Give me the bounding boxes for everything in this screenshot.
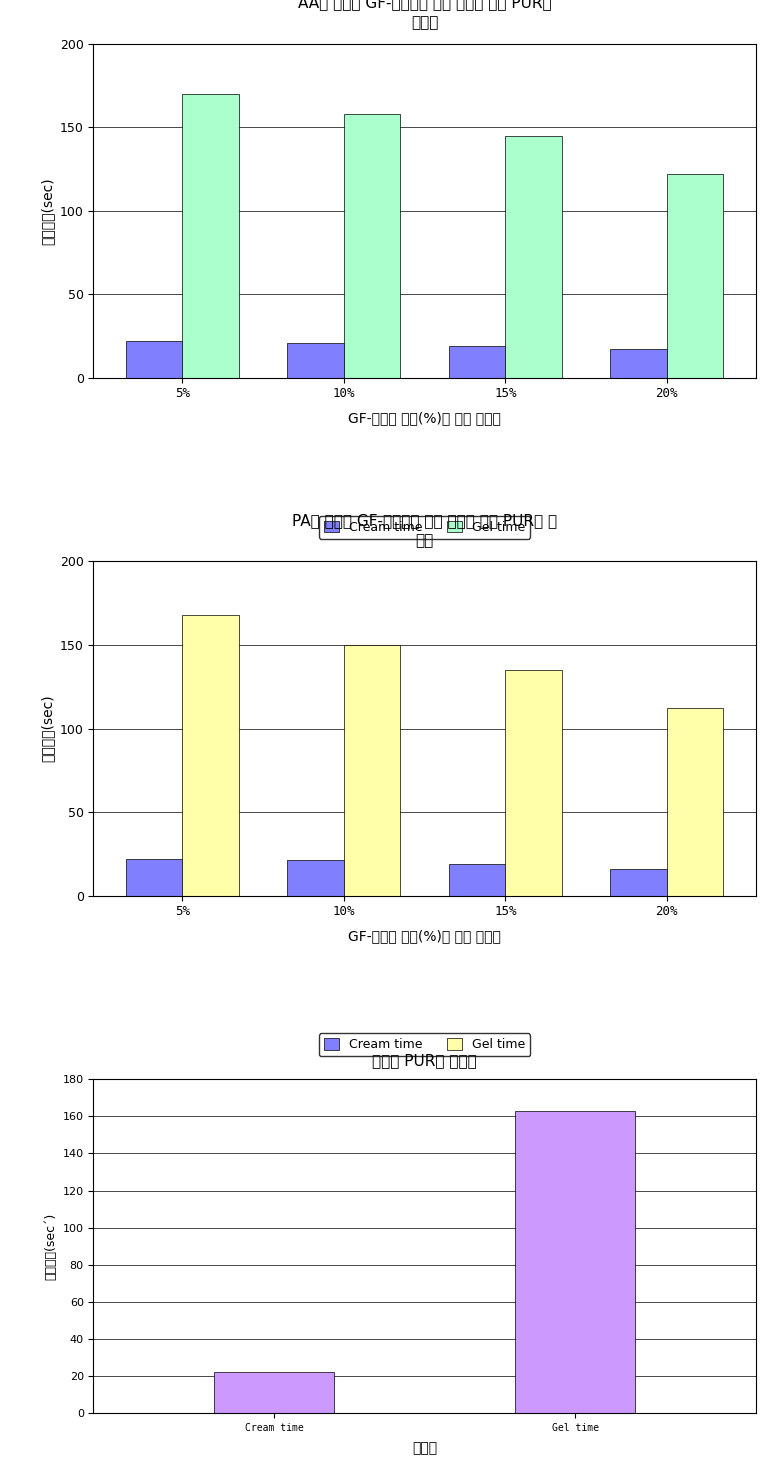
- Bar: [182, 615, 239, 896]
- Text: (a): (a): [414, 584, 435, 600]
- Bar: [344, 114, 400, 377]
- Bar: [667, 708, 724, 896]
- Text: (b): (b): [414, 1103, 435, 1118]
- Y-axis label: 반응시간(sec): 반응시간(sec): [41, 695, 55, 762]
- Bar: [449, 345, 506, 377]
- Bar: [125, 858, 182, 896]
- Bar: [667, 173, 724, 377]
- Bar: [287, 861, 344, 896]
- X-axis label: 반응성: 반응성: [412, 1441, 437, 1456]
- X-axis label: GF-폴리올 함량(%)에 따른 반응성: GF-폴리올 함량(%)에 따른 반응성: [348, 411, 501, 425]
- Bar: [214, 1372, 334, 1413]
- Bar: [610, 350, 667, 377]
- Legend: Cream time, Gel time: Cream time, Gel time: [319, 516, 530, 539]
- Bar: [449, 864, 506, 896]
- Title: 주입용 PUR의 반응성: 주입용 PUR의 반응성: [372, 1053, 477, 1068]
- Bar: [610, 868, 667, 896]
- Bar: [515, 1110, 635, 1413]
- Title: AA로 개질한 GF-폴리올의 함량 변화에 따른 PUR의
반응성: AA로 개질한 GF-폴리올의 함량 변화에 따른 PUR의 반응성: [298, 0, 552, 31]
- Legend: Cream time, Gel time: Cream time, Gel time: [319, 1033, 530, 1056]
- Y-axis label: 반응시간(sec´): 반응시간(sec´): [44, 1212, 57, 1279]
- X-axis label: GF-폴리올 함량(%)에 따른 반응성: GF-폴리올 함량(%)에 따른 반응성: [348, 930, 501, 943]
- Bar: [506, 136, 562, 377]
- Bar: [125, 341, 182, 377]
- Title: PA로 개질한 GF-폴리올의 함량 변화에 따른 PUR의 반
응성: PA로 개질한 GF-폴리올의 함량 변화에 따른 PUR의 반 응성: [292, 513, 557, 548]
- Bar: [287, 342, 344, 377]
- Bar: [182, 93, 239, 377]
- Bar: [506, 670, 562, 896]
- Y-axis label: 반응시간(sec): 반응시간(sec): [41, 176, 55, 245]
- Bar: [344, 645, 400, 896]
